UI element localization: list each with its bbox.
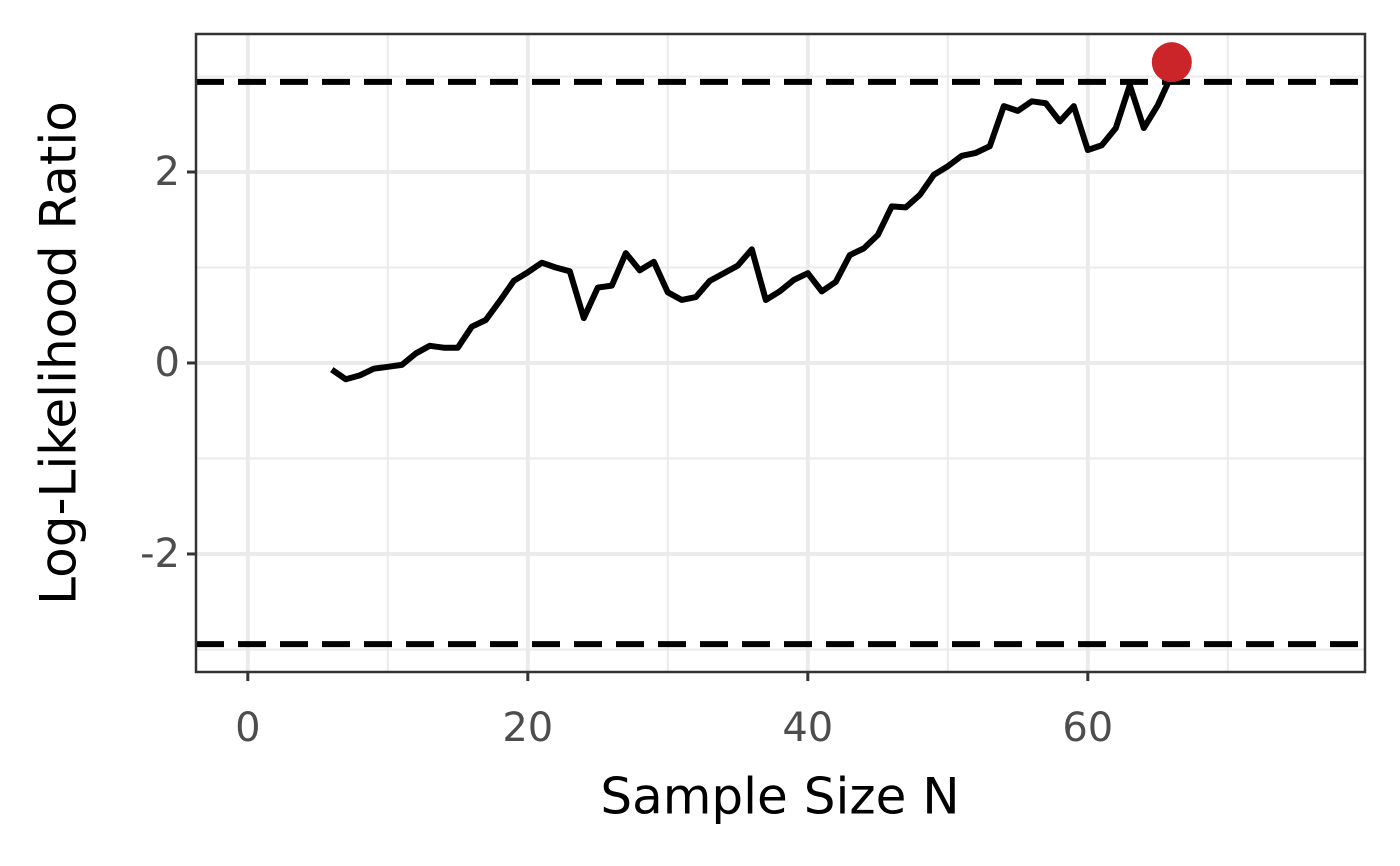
x-tick-label: 60 xyxy=(1062,705,1113,751)
plot-border xyxy=(194,32,1367,674)
x-tick-label: 40 xyxy=(782,705,833,751)
stop-point xyxy=(1151,42,1192,83)
y-tick-label: -2 xyxy=(140,531,180,577)
y-tick-label: 2 xyxy=(155,149,180,195)
x-axis-title: Sample Size N xyxy=(600,768,959,826)
x-tick-label: 20 xyxy=(502,705,553,751)
data-line xyxy=(330,73,1175,383)
x-tick-label: 0 xyxy=(235,705,260,751)
y-tick-label: 0 xyxy=(155,340,180,386)
y-axis-title: Log-Likelihood Ratio xyxy=(30,101,88,605)
